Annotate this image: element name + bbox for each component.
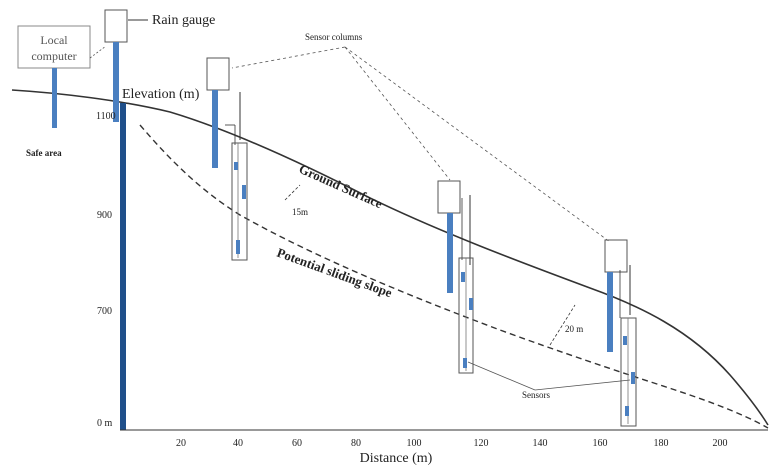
sensor-1a	[234, 162, 238, 170]
sensor-column-3-casing	[620, 317, 637, 427]
local-computer-label-1: Local	[40, 33, 68, 47]
depth-20-label: 20 m	[565, 324, 583, 334]
x-tick-180: 180	[654, 438, 669, 449]
sensor-column-3-box	[604, 239, 628, 273]
sensor-column-2-pole	[447, 213, 453, 293]
x-tick-100: 100	[407, 438, 422, 449]
x-tick-40: 40	[233, 438, 243, 449]
sensor-1c	[236, 240, 240, 254]
x-tick-160: 160	[593, 438, 608, 449]
sliding-slope-label: Potential sliding slope	[275, 245, 394, 301]
sensor-1b	[242, 185, 246, 199]
depth-15-label: 15m	[292, 207, 308, 217]
safe-area-pole	[52, 68, 57, 128]
sensor-column-3-pole	[607, 272, 613, 352]
y-tick-0: 0 m	[97, 418, 113, 429]
rain-gauge-pole	[113, 42, 119, 122]
rain-gauge-box	[104, 9, 128, 43]
safe-area-label: Safe area	[26, 148, 62, 158]
ground-surface-label: Ground Surface	[297, 161, 385, 211]
x-tick-80: 80	[351, 438, 361, 449]
rain-gauge-label: Rain gauge	[152, 13, 215, 28]
sensor-3b	[631, 372, 635, 384]
sensor-2c	[463, 358, 467, 368]
depth-20-marker	[549, 304, 576, 346]
sensors-leaders	[467, 361, 631, 391]
x-tick-140: 140	[533, 438, 548, 449]
y-tick-1100: 1100	[96, 111, 116, 122]
x-tick-60: 60	[292, 438, 302, 449]
computer-link	[89, 45, 107, 59]
sensor-2b	[469, 298, 473, 310]
sensor-3c	[625, 406, 629, 416]
elevation-axis-bar	[120, 103, 126, 430]
sensor-column-1-pole	[212, 90, 218, 168]
y-tick-900: 900	[97, 210, 112, 221]
sensors-label: Sensors	[522, 390, 550, 400]
x-tick-200: 200	[713, 438, 728, 449]
sensor-2a	[461, 272, 465, 282]
sensor-column-2-box	[437, 180, 461, 214]
y-tick-700: 700	[97, 306, 112, 317]
sensor-3a	[623, 336, 627, 345]
elevation-axis-label: Elevation (m)	[122, 87, 200, 102]
distance-axis-label: Distance (m)	[360, 451, 433, 465]
sensor-columns-label: Sensor columns	[305, 32, 363, 42]
sensor-columns-leaders	[231, 46, 611, 243]
x-tick-120: 120	[474, 438, 489, 449]
local-computer-label-2: computer	[31, 49, 76, 63]
sensor-column-1-box	[206, 57, 230, 91]
sliding-slope-line	[139, 124, 769, 429]
depth-15-marker	[284, 184, 301, 201]
x-tick-20: 20	[176, 438, 186, 449]
local-computer-box	[17, 25, 91, 69]
ground-surface-line	[11, 89, 769, 426]
sensor-column-1-casing	[231, 142, 248, 261]
